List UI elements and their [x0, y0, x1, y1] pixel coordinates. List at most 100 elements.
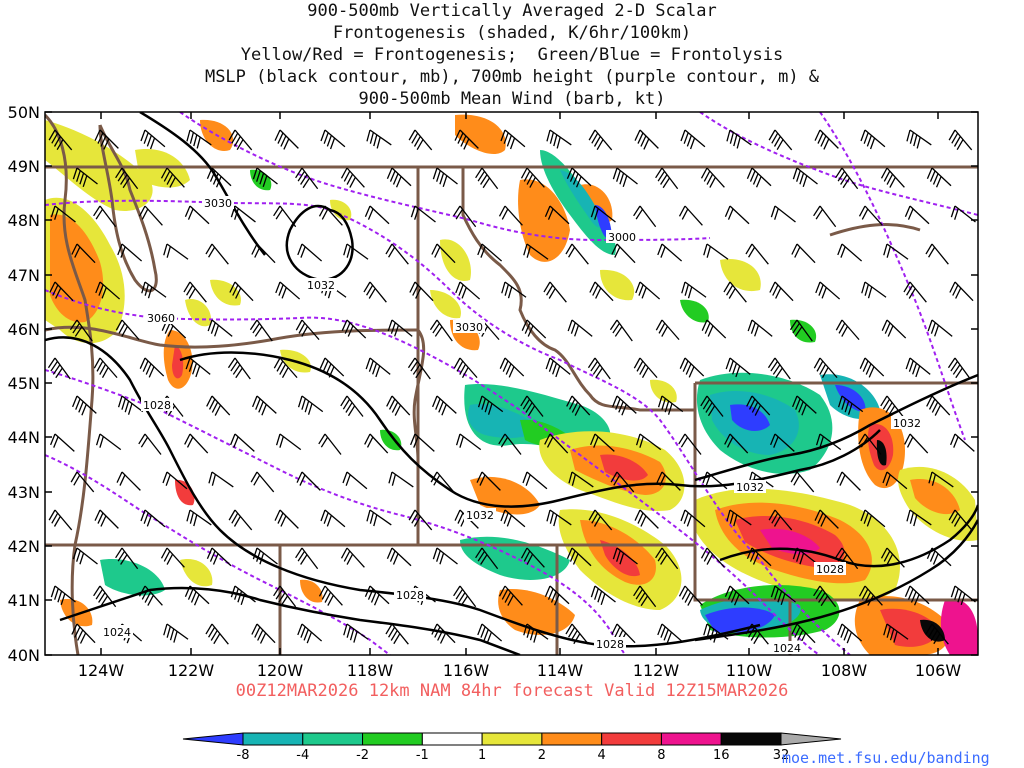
lon-label: 112W: [633, 661, 680, 680]
wind-barb: [50, 433, 75, 452]
wind-barb: [249, 319, 273, 342]
wind-barb: [183, 281, 207, 303]
wind-barb: [364, 585, 390, 606]
wind-barb: [792, 547, 818, 565]
wind-barb: [813, 205, 837, 228]
wind-barb: [724, 433, 749, 454]
mslp-contour-1032: [179, 351, 881, 508]
wind-barb: [431, 623, 456, 644]
wind-barb: [568, 471, 594, 488]
wind-barb: [429, 319, 453, 342]
wind-barb: [657, 623, 683, 644]
wind-barb: [588, 509, 613, 531]
title-line-5: 900-500mb Mean Wind (barb, kt): [358, 89, 666, 109]
colorbar-tick-label: -8: [237, 748, 250, 763]
wind-barb: [904, 433, 929, 454]
source-credit-link[interactable]: moe.met.fsu.edu/banding: [782, 749, 990, 767]
wind-barb: [588, 129, 613, 151]
wind-barb: [385, 243, 409, 265]
coastline: [45, 113, 95, 655]
colorbar-segment: [362, 732, 423, 746]
title-line-2: Frontogenesis (shaded, K/6hr/100km): [332, 23, 692, 43]
wind-barb: [184, 205, 210, 225]
wind-barb: [340, 395, 364, 417]
colorbar-legend: -8 -4 -2 -1 1 2 4 8 16 32: [182, 732, 842, 763]
wind-barb: [477, 243, 503, 262]
wind-barb: [544, 433, 569, 454]
wind-barb: [432, 395, 457, 416]
wind-barb: [408, 129, 433, 151]
wind-barb: [296, 471, 321, 491]
wind-barb: [703, 623, 729, 643]
wind-barb: [655, 319, 680, 341]
mslp-contour-1024: [59, 586, 521, 655]
wind-barb: [274, 129, 299, 150]
mslp-label: 1032: [893, 417, 921, 430]
mslp-label: 1028: [816, 563, 844, 576]
wind-barb: [252, 547, 278, 565]
wind-barb: [454, 129, 479, 150]
wind-barb: [453, 357, 478, 379]
wind-barb: [655, 547, 679, 570]
wind-barb: [861, 281, 887, 299]
wind-barb: [546, 509, 572, 527]
height-contour-3030: [45, 199, 851, 655]
wind-barb: [926, 547, 952, 567]
wind-barb: [455, 281, 481, 300]
wind-barb: [657, 243, 683, 262]
wind-barb: [926, 395, 951, 416]
wind-barb: [295, 319, 320, 341]
lat-label: 44N: [8, 428, 40, 447]
wind-barb: [71, 623, 96, 644]
wind-barb: [498, 205, 523, 226]
mslp-label: 1024: [773, 642, 801, 655]
colorbar-segment: [182, 732, 244, 746]
wind-barb: [792, 395, 817, 416]
wind-barb: [521, 319, 547, 339]
wind-barb: [206, 395, 231, 416]
wind-barb: [455, 433, 482, 451]
wind-barb: [94, 509, 119, 529]
wind-barb: [546, 129, 572, 149]
wind-barb: [906, 509, 932, 527]
wind-barb: [947, 357, 971, 380]
wind-barb: [138, 585, 163, 606]
lat-label: 41N: [8, 591, 40, 610]
lat-label: 49N: [8, 157, 40, 176]
colorbar-segment: [242, 732, 304, 746]
wind-barb: [297, 243, 323, 262]
wind-barb: [813, 585, 837, 608]
wind-barb: [655, 167, 679, 190]
lon-label: 106W: [915, 661, 962, 680]
wind-barb: [363, 281, 387, 303]
wind-barb: [228, 509, 253, 531]
wind-barb: [566, 395, 591, 416]
wind-barb: [229, 281, 254, 302]
mslp-contour-1032-east: [694, 373, 978, 482]
wind-barb: [745, 243, 769, 265]
wind-barb: [50, 585, 76, 606]
wind-barb: [612, 167, 638, 188]
wind-barb: [520, 167, 545, 188]
wind-barb: [883, 243, 909, 260]
wind-barb: [633, 205, 657, 228]
wind-barb: [858, 433, 882, 455]
wind-barb: [341, 319, 367, 339]
wind-barb: [746, 547, 772, 567]
wind-barb: [205, 623, 229, 645]
wind-barb: [342, 471, 368, 490]
wind-barb: [408, 509, 433, 531]
wind-barb: [543, 281, 567, 303]
wind-barb: [837, 623, 863, 644]
wind-barb: [726, 509, 752, 527]
mslp-contour-1028-east: [719, 504, 978, 568]
wind-barb: [702, 471, 728, 490]
lon-label: 124W: [78, 661, 125, 680]
colorbar-segment: [601, 732, 662, 746]
wind-barb: [589, 281, 614, 302]
wind-barb: [566, 547, 592, 567]
wind-barb: [72, 395, 97, 416]
mslp-contour-nw: [139, 112, 266, 256]
colorbar-segment: [720, 732, 782, 746]
wind-barb: [138, 433, 162, 455]
